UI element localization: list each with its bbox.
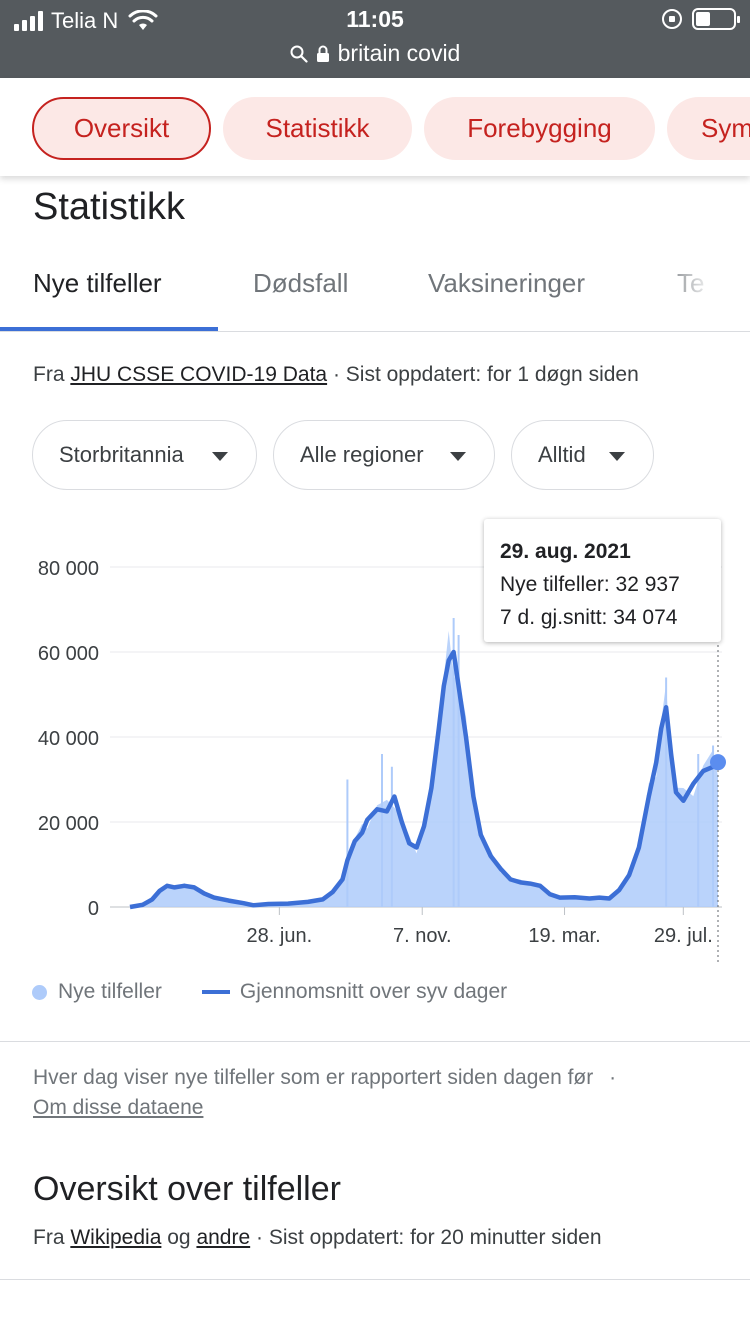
status-time: 11:05 (346, 6, 404, 32)
address-bar[interactable]: britain covid (0, 40, 750, 67)
chevron-down-icon (212, 452, 228, 461)
tooltip-avg: 7 d. gj.snitt: 34 074 (500, 606, 678, 629)
carrier-label: Telia N (51, 8, 119, 33)
x-tick-label: 19. mar. (528, 925, 600, 947)
tab-dodsfall[interactable]: Dødsfall (253, 268, 349, 298)
cases-chart[interactable]: 0 20 000 40 000 60 000 80 000 28. jun. 7. nov.… (0, 510, 750, 970)
overview-src-and: og (167, 1226, 191, 1249)
tab-vaksineringer[interactable]: Vaksineringer (428, 268, 586, 298)
selected-point[interactable] (710, 754, 726, 771)
chart-tooltip: 29. aug. 2021 Nye tilfeller: 32 937 7 d.… (484, 519, 721, 642)
note-sep: · (609, 1066, 617, 1089)
status-left: Telia N (14, 8, 158, 34)
stats-tabs: Nye tilfeller Dødsfall Vaksineringer Te (0, 240, 750, 332)
y-tick-label: 0 (88, 898, 99, 920)
wifi-icon (128, 10, 158, 30)
chip-statistikk[interactable]: Statistikk (223, 97, 412, 160)
topic-chips-bar: Oversikt Statistikk Forebygging Sym (0, 78, 750, 176)
daily-cases-area (130, 630, 718, 907)
source-suffix: · Sist oppdatert: for 1 døgn siden (332, 363, 639, 386)
data-note: Hver dag viser nye tilfeller som er rapp… (33, 1063, 723, 1123)
overview-src-prefix: Fra (33, 1226, 65, 1249)
search-icon (290, 45, 308, 63)
period-dropdown[interactable]: Alltid (511, 420, 654, 490)
y-tick-label: 60 000 (38, 643, 99, 665)
lock-icon (316, 45, 329, 62)
note-text: Hver dag viser nye tilfeller som er rapp… (33, 1066, 594, 1089)
region-dropdown[interactable]: Alle regioner (273, 420, 495, 490)
x-tick-label: 28. jun. (247, 925, 313, 947)
source-prefix: Fra (33, 363, 65, 386)
source-link[interactable]: JHU CSSE COVID-19 Data (70, 363, 328, 386)
data-source: Fra JHU CSSE COVID-19 Data · Sist oppdat… (33, 363, 639, 387)
avg-line (129, 649, 720, 910)
divider (0, 1041, 750, 1042)
andre-link[interactable]: andre (196, 1226, 251, 1249)
tabs-fade (660, 240, 750, 330)
chevron-down-icon (609, 452, 625, 461)
chevron-down-icon (450, 452, 466, 461)
wikipedia-link[interactable]: Wikipedia (70, 1226, 162, 1249)
chip-symptomer[interactable]: Sym (667, 97, 750, 160)
status-right (662, 8, 740, 30)
chip-oversikt[interactable]: Oversikt (32, 97, 211, 160)
legend-daily-marker (32, 984, 47, 1000)
chart-legend: Nye tilfeller Gjennomsnitt over syv dage… (32, 980, 507, 1004)
legend-avg-marker (201, 990, 230, 994)
battery-icon (692, 8, 740, 30)
url-text: britain covid (337, 40, 461, 66)
chip-forebygging[interactable]: Forebygging (424, 97, 655, 160)
y-tick-label: 40 000 (38, 728, 99, 750)
signal-icon (14, 11, 43, 31)
y-tick-label: 20 000 (38, 813, 99, 835)
rotation-lock-icon (662, 9, 682, 29)
country-value: Storbritannia (59, 442, 184, 467)
period-value: Alltid (538, 442, 586, 467)
overview-src-suffix: · Sist oppdatert: for 20 minutter siden (256, 1226, 602, 1249)
tooltip-cases: Nye tilfeller: 32 937 (500, 573, 680, 596)
x-tick-label: 7. nov. (393, 925, 452, 947)
tab-nye-tilfeller[interactable]: Nye tilfeller (33, 268, 162, 298)
country-dropdown[interactable]: Storbritannia (32, 420, 257, 490)
legend-avg-label: Gjennomsnitt over syv dager (239, 980, 508, 1003)
region-value: Alle regioner (300, 442, 424, 467)
overview-title: Oversikt over tilfeller (33, 1170, 341, 1208)
legend-daily-label: Nye tilfeller (58, 980, 162, 1003)
overview-source: Fra Wikipedia og andre · Sist oppdatert:… (33, 1226, 602, 1250)
x-tick-label: 29. jul. (654, 925, 713, 947)
about-data-link[interactable]: Om disse dataene (33, 1096, 204, 1119)
page-title: Statistikk (33, 186, 186, 228)
divider (0, 1279, 750, 1280)
active-tab-indicator (0, 327, 218, 331)
tooltip-date: 29. aug. 2021 (500, 540, 631, 563)
status-bar: Telia N 11:05 britain covid (0, 0, 750, 78)
y-tick-label: 80 000 (38, 558, 99, 580)
